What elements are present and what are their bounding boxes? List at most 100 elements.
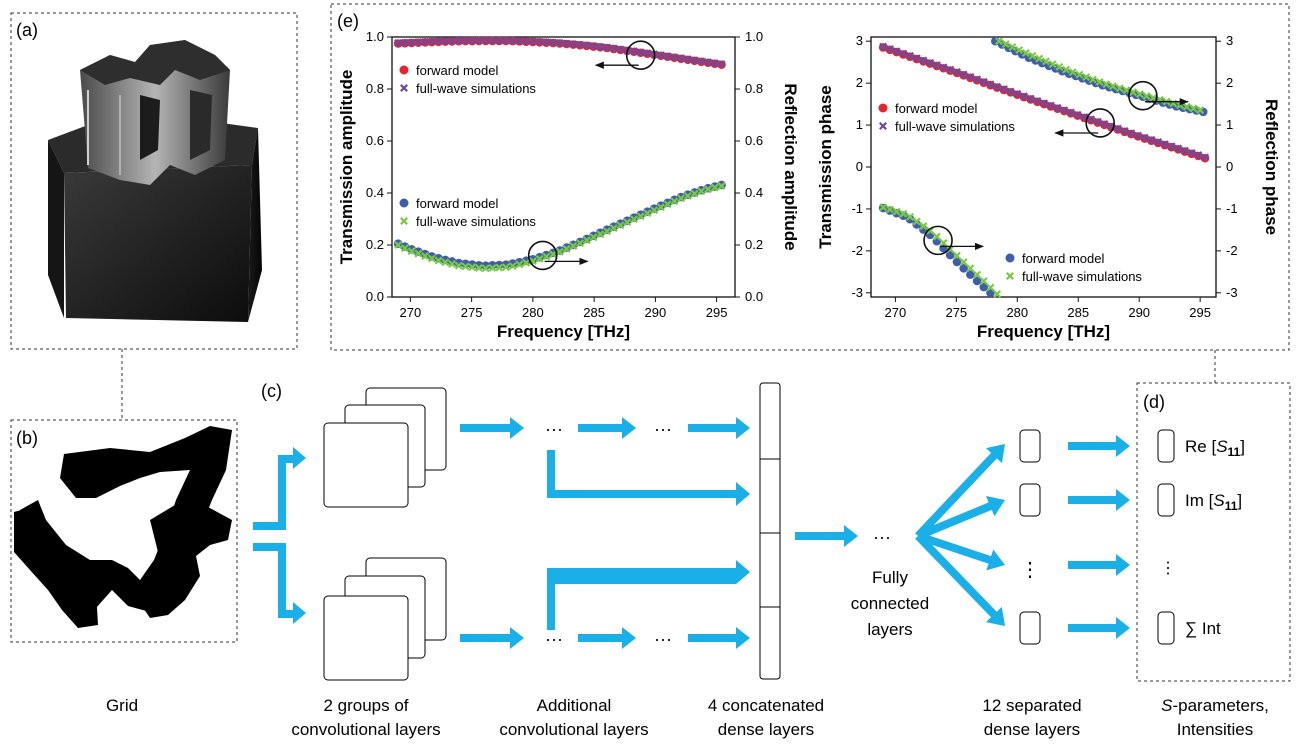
y-tick-label-right: 0.8 [745, 81, 763, 96]
caption-conv-2: convolutional layers [291, 720, 440, 739]
y-axis-label: Transmission phase [816, 85, 835, 248]
data-point [677, 194, 686, 203]
panel-label-a: (a) [16, 20, 38, 40]
data-point [979, 282, 989, 292]
data-point [1082, 73, 1091, 82]
panel-label-c: (c) [261, 381, 282, 401]
pillar-shadow-2 [190, 90, 212, 160]
data-point [919, 56, 928, 65]
dense-column [759, 382, 781, 680]
annotation-circle [527, 240, 558, 271]
ellipsis-top-2: ··· [654, 419, 672, 439]
data-point [427, 252, 437, 261]
data-point [481, 261, 491, 271]
data-point [1120, 126, 1129, 135]
data-point [576, 40, 585, 49]
panel-d-frame [1136, 382, 1291, 682]
data-point [495, 36, 504, 45]
legend-text-fullwave-top: full-wave simulations [416, 81, 536, 96]
data-point [1026, 94, 1035, 103]
data-point [488, 263, 497, 272]
data-point [569, 242, 578, 251]
annotation-circle [923, 225, 953, 256]
data-point [697, 57, 706, 66]
conv-stack-top [323, 387, 447, 508]
fc-label-3: layers [867, 620, 912, 639]
panel-label-d: (d) [1143, 392, 1165, 412]
data-point [1075, 70, 1084, 79]
captions: Grid 2 groups of convolutional layers Ad… [106, 696, 1269, 739]
series-reflection_upper-fullwave [995, 37, 1205, 115]
panel-label-b: (b) [16, 428, 38, 448]
data-point [986, 80, 995, 89]
data-point [946, 65, 955, 74]
vdots-separated: ⋮ [1020, 559, 1040, 581]
data-point [461, 36, 470, 45]
data-point [528, 37, 537, 46]
pillar-top [80, 40, 230, 85]
data-point [555, 38, 564, 47]
data-point [454, 258, 464, 268]
data-point [1073, 110, 1082, 119]
data-point [979, 277, 988, 286]
data-point [461, 259, 470, 269]
arrow-conv-top-to-ellipsis [460, 417, 524, 439]
data-point [1147, 135, 1156, 144]
data-point [589, 233, 598, 242]
x-tick-label: 295 [1189, 305, 1211, 320]
data-point [1046, 101, 1055, 110]
legend-text-forward-top: forward model [895, 101, 977, 116]
data-point [892, 207, 901, 216]
data-point [663, 200, 672, 209]
data-point [602, 225, 612, 234]
data-point [414, 38, 423, 47]
data-point [636, 212, 645, 221]
data-point [966, 72, 975, 81]
data-point [535, 254, 544, 263]
y-axis-label: Transmission amplitude [337, 70, 356, 265]
legend-marker-fullwave [879, 122, 887, 130]
data-point [1068, 68, 1077, 77]
caption-sep-2: dense layers [984, 720, 1080, 739]
data-point [710, 183, 719, 192]
data-point [636, 210, 645, 219]
data-point [414, 249, 423, 258]
data-point [1160, 140, 1169, 149]
data-point [1109, 82, 1117, 91]
data-point [1021, 49, 1030, 57]
x-tick-label: 290 [645, 305, 667, 320]
data-point [535, 252, 544, 262]
data-point [932, 61, 941, 70]
data-point [993, 82, 1002, 91]
data-point [629, 47, 638, 56]
data-point [1154, 138, 1163, 147]
data-point [522, 258, 531, 267]
legend-marker-forward [878, 103, 888, 113]
data-point [467, 260, 477, 269]
data-point [488, 261, 497, 270]
data-point [596, 42, 605, 51]
arrow-fan-2 [916, 495, 1005, 540]
data-point [912, 54, 921, 63]
panel-a-frame [10, 12, 298, 350]
data-point [952, 68, 961, 77]
data-point [1087, 115, 1096, 124]
y-tick-label: 3 [856, 33, 863, 48]
x-tick-label: 275 [461, 305, 483, 320]
x-tick-label: 285 [583, 305, 605, 320]
data-point [1102, 80, 1111, 89]
data-point [508, 259, 517, 268]
data-point [495, 263, 504, 272]
panel-c: (c) [261, 381, 1041, 681]
data-point [400, 244, 409, 253]
arrow-branch-bottom-shaft [547, 568, 750, 615]
grid-pattern [14, 426, 232, 628]
y-tick-label: 2 [856, 75, 863, 90]
y-tick-label-right: 0.6 [745, 133, 763, 148]
data-point [919, 222, 928, 231]
arrow-branch-bottom [547, 560, 750, 630]
data-point [1135, 90, 1144, 99]
data-point [603, 227, 611, 236]
data-point [986, 283, 995, 292]
y-tick-label: 1.0 [366, 29, 384, 44]
